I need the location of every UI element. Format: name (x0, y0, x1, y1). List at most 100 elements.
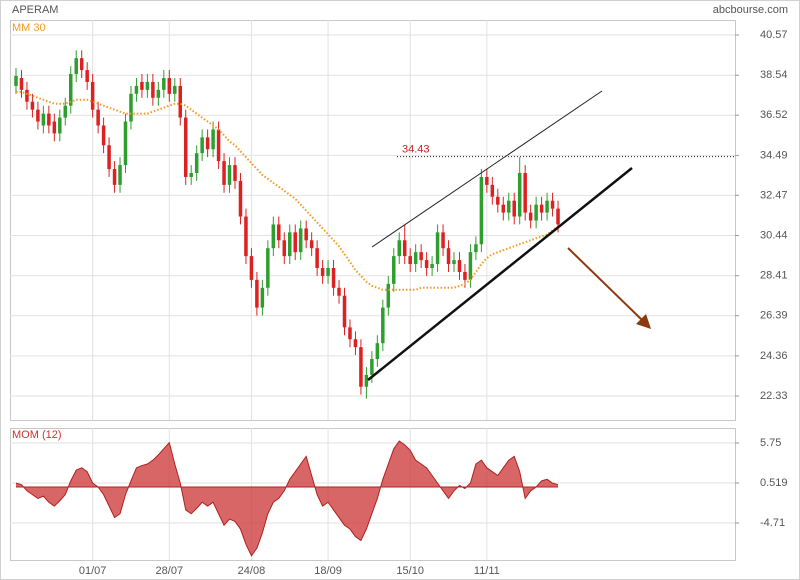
candle-body (474, 244, 478, 253)
candle-body (107, 145, 111, 170)
candle-body (255, 279, 259, 308)
candle-body (463, 271, 467, 280)
candle-body (63, 105, 68, 118)
legend-entry: MM 30 (12, 22, 46, 34)
candle-body (490, 184, 495, 197)
candle-body (457, 260, 462, 272)
candle-body (96, 109, 100, 126)
candle-body (205, 137, 210, 150)
candle-body (517, 172, 522, 217)
candle-body (397, 240, 401, 257)
candle-body (140, 81, 144, 90)
candle-body (36, 109, 40, 122)
candle-body (468, 252, 473, 280)
candle-body (25, 89, 29, 102)
mom-panel (10, 428, 736, 561)
chart-title: APERAM (12, 4, 58, 16)
candle-body (298, 228, 303, 253)
candle-body (277, 224, 281, 241)
candle-body (528, 212, 533, 221)
candle-body (145, 81, 150, 90)
candle-body (441, 232, 445, 249)
y-tick-label: 5.75 (760, 437, 781, 449)
candle-body (359, 347, 363, 387)
candle-body (386, 283, 391, 308)
candle-body (342, 295, 347, 328)
candle-body (326, 267, 330, 276)
data-layer: 34.43 (14, 50, 735, 557)
candle-body (534, 204, 538, 221)
x-tick-label: 11/11 (474, 565, 500, 577)
candle-body (233, 165, 237, 181)
y-tick-label: 0.519 (760, 477, 788, 489)
candle-body (413, 252, 418, 265)
candle-body (85, 70, 89, 82)
candle-body (315, 248, 319, 268)
candle-body (320, 267, 325, 276)
legend-entry: MOM (12) (12, 429, 62, 441)
candle-body (375, 343, 380, 360)
candle-body (331, 267, 336, 288)
candle-body (173, 85, 177, 94)
price-panel (10, 20, 736, 421)
candle-body (74, 58, 78, 75)
candle-body (123, 121, 128, 166)
candle-body (304, 228, 308, 241)
candle-body (266, 248, 270, 288)
y-tick-label: 32.47 (760, 189, 788, 201)
candle-body (539, 204, 544, 213)
candle-body (545, 200, 549, 213)
candle-body (419, 252, 423, 261)
candle-body (370, 359, 374, 375)
y-tick-label: 34.49 (760, 149, 788, 161)
level-label: 34.43 (402, 143, 430, 155)
candle-body (151, 81, 155, 98)
y-tick-label: 40.57 (760, 29, 788, 41)
candle-body (501, 204, 506, 213)
x-tick-label: 28/07 (156, 565, 184, 577)
candle-body (194, 153, 199, 173)
candle-body (446, 248, 451, 265)
candle-body (183, 117, 188, 177)
y-tick-label: 24.36 (760, 350, 788, 362)
candle-body (507, 200, 511, 213)
candle-body (430, 264, 434, 268)
candle-body (381, 307, 385, 344)
candle-body (556, 208, 560, 225)
y-tick-label: 36.52 (760, 109, 788, 121)
candle-body (19, 77, 24, 90)
candle-body (353, 339, 358, 348)
candle-body (402, 240, 407, 257)
candle-body (216, 129, 221, 162)
candle-body (227, 165, 232, 185)
candle-body (364, 374, 369, 387)
trendlines (367, 90, 651, 381)
y-tick-label: 22.33 (760, 390, 788, 402)
candle-body (58, 117, 62, 134)
candle-body (249, 256, 254, 280)
y-tick-label: 26.39 (760, 310, 788, 322)
candle-body (129, 93, 133, 122)
candle-body (293, 232, 297, 253)
candle-body (485, 176, 489, 185)
momentum-line (15, 440, 559, 557)
candle-body (167, 77, 172, 94)
candle-body (47, 113, 51, 126)
candle-body (14, 76, 18, 86)
candle-body (52, 121, 57, 134)
candle-body (408, 256, 412, 265)
candle-body (30, 101, 35, 110)
candle-body (211, 129, 215, 150)
moving-average-line (16, 90, 559, 291)
y-tick-label: 28.41 (760, 270, 788, 282)
forecast-arrow (567, 247, 643, 321)
candle-body (134, 85, 139, 94)
candle-body (118, 165, 122, 185)
candle-body (156, 89, 161, 98)
trendline-upper (371, 90, 603, 248)
candle-body (101, 125, 106, 146)
candle-body (222, 161, 226, 185)
candle-body (282, 240, 287, 257)
